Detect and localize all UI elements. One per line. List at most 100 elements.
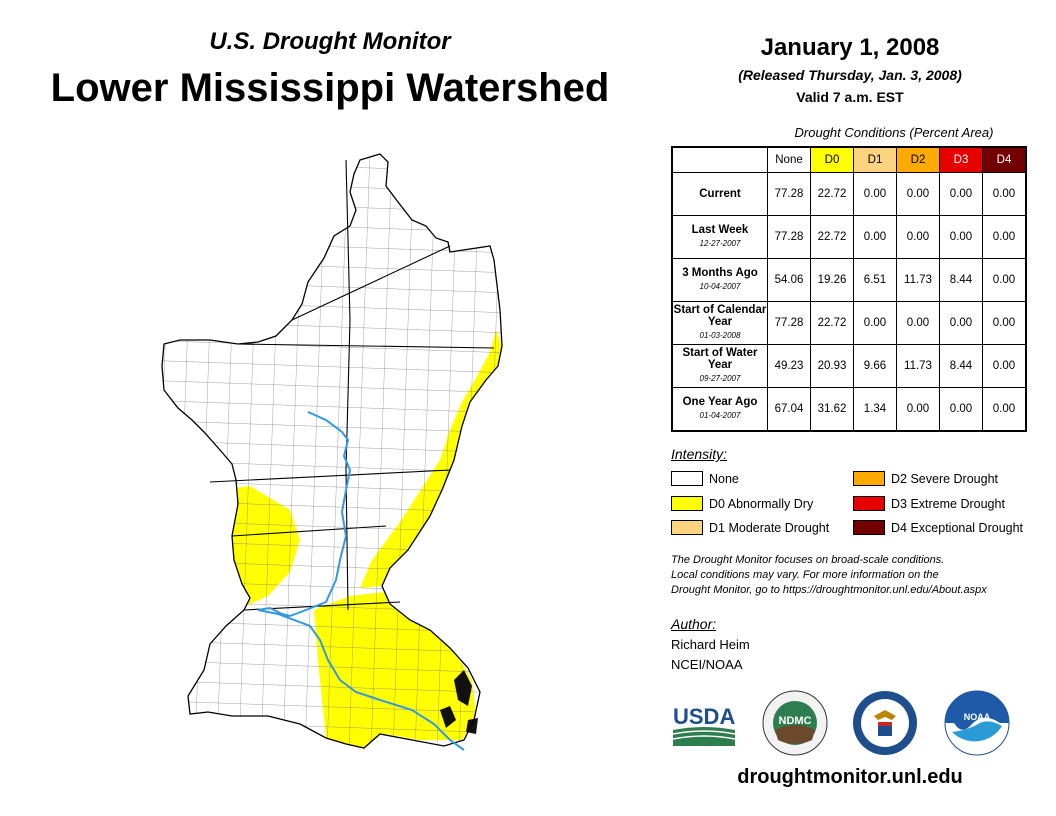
table-cell: 0.00 <box>982 301 1027 345</box>
row-date: 09-27-2007 <box>699 374 741 383</box>
table-row: Last Week 12-27-2007 77.28 22.72 0.00 0.00 0.0… <box>671 215 1027 259</box>
legend-label: D4 Exceptional Drought <box>891 520 1024 535</box>
usda-logo-icon: USDA <box>672 704 735 746</box>
legend-label: None <box>709 471 739 486</box>
table-cell: 0.00 <box>982 172 1027 216</box>
table-cell: 22.72 <box>810 301 854 345</box>
col-header-none: None <box>767 146 811 173</box>
table-cell: 0.00 <box>896 172 940 216</box>
table-cell: 22.72 <box>810 172 854 216</box>
author-title: Author: <box>671 616 717 632</box>
row-label-text: Start of Water Year <box>682 347 758 371</box>
table-cell: 8.44 <box>939 258 983 302</box>
col-header-d4: D4 <box>982 146 1027 173</box>
table-cell: 0.00 <box>853 301 897 345</box>
author-name: Richard Heim <box>671 637 750 652</box>
col-header-d3: D3 <box>939 146 983 173</box>
table-cell: 1.34 <box>853 387 897 432</box>
table-cell: 49.23 <box>767 344 811 388</box>
row-date: 01-03-2008 <box>699 331 741 340</box>
table-cell: 20.93 <box>810 344 854 388</box>
table-row: Start of Calendar Year 01-03-2008 77.28 22.… <box>671 301 1027 345</box>
table-cell: 0.00 <box>939 301 983 345</box>
author-org: NCEI/NOAA <box>671 657 743 672</box>
legend-item-d0: D0 Abnormally Dry <box>671 496 813 511</box>
table-row: One Year Ago 01-04-2007 67.04 31.62 1.34 0.00… <box>671 387 1027 432</box>
table-cell: 0.00 <box>982 215 1027 259</box>
table-cell: 77.28 <box>767 172 811 216</box>
table-cell: 8.44 <box>939 344 983 388</box>
table-cell: 9.66 <box>853 344 897 388</box>
legend-title: Intensity: <box>671 446 728 462</box>
row-label-text: 3 Months Ago <box>682 267 758 279</box>
legend-label: D2 Severe Drought <box>891 471 999 486</box>
row-label: Current <box>671 172 768 216</box>
legend-swatch <box>671 520 703 535</box>
legend-label: D0 Abnormally Dry <box>709 496 814 511</box>
map-subtitle: U.S. Drought Monitor <box>209 28 451 55</box>
legend-swatch <box>671 496 703 511</box>
valid-time: Valid 7 a.m. EST <box>796 89 904 105</box>
table-cell: 0.00 <box>853 215 897 259</box>
legend-item-none: None <box>671 471 739 486</box>
legend-swatch <box>853 471 885 486</box>
table-cell: 54.06 <box>767 258 811 302</box>
row-label: 3 Months Ago 10-04-2007 <box>671 258 768 302</box>
row-label: One Year Ago 01-04-2007 <box>671 387 768 432</box>
table-cell: 19.26 <box>810 258 854 302</box>
legend-swatch <box>671 471 703 486</box>
row-label-text: Last Week <box>691 224 749 236</box>
table-cell: 0.00 <box>982 387 1027 432</box>
noaa-logo-text: NOAA <box>964 712 991 722</box>
legend-item-d4: D4 Exceptional Drought <box>853 520 1023 535</box>
col-header-d0: D0 <box>810 146 854 173</box>
table-cell: 11.73 <box>896 344 940 388</box>
mississippi-river <box>257 411 465 751</box>
ndmc-logo-text: NDMC <box>779 715 812 727</box>
legend-swatch <box>853 520 885 535</box>
table-cell: 0.00 <box>939 387 983 432</box>
note-line: The Drought Monitor focuses on broad-sca… <box>671 554 945 566</box>
table-cell: 67.04 <box>767 387 811 432</box>
legend-item-d1: D1 Moderate Drought <box>671 520 829 535</box>
table-cell: 22.72 <box>810 215 854 259</box>
legend-label: D3 Extreme Drought <box>891 496 1005 511</box>
row-date: 01-04-2007 <box>699 411 741 420</box>
table-caption: Drought Conditions (Percent Area) <box>794 125 994 140</box>
table-row: Current 77.28 22.72 0.00 0.00 0.00 0.00 <box>671 172 1027 216</box>
noaa-logo-icon: NOAA <box>944 690 1010 756</box>
table-cell: 0.00 <box>939 215 983 259</box>
drought-stats-table: None D0 D1 D2 D3 D4 Current 77.28 22.72 0.0… <box>671 146 1027 432</box>
table-cell: 6.51 <box>853 258 897 302</box>
table-cell: 0.00 <box>982 258 1027 302</box>
table-cell: 77.28 <box>767 215 811 259</box>
website-link[interactable]: droughtmonitor.unl.edu <box>737 766 963 788</box>
row-label: Start of Water Year 09-27-2007 <box>671 344 768 388</box>
col-header-d2: D2 <box>896 146 940 173</box>
commerce-seal-icon <box>853 691 917 755</box>
map-title: Lower Mississippi Watershed <box>50 66 610 110</box>
disclaimer-note: The Drought Monitor focuses on broad-sca… <box>671 553 1041 598</box>
table-row: Start of Water Year 09-27-2007 49.23 20.93 9… <box>671 344 1027 388</box>
note-line: Drought Monitor, go to https://droughtmo… <box>671 584 987 596</box>
legend-swatch <box>853 496 885 511</box>
row-label-text: One Year Ago <box>682 396 758 408</box>
table-row: 3 Months Ago 10-04-2007 54.06 19.26 6.51 11.7… <box>671 258 1027 302</box>
watershed-map <box>161 153 503 751</box>
note-line: Local conditions may vary. For more info… <box>671 569 939 581</box>
table-cell: 77.28 <box>767 301 811 345</box>
col-header-d1: D1 <box>853 146 897 173</box>
table-cell: 0.00 <box>853 172 897 216</box>
row-date: 10-04-2007 <box>699 282 741 291</box>
table-cell: 0.00 <box>982 344 1027 388</box>
ndmc-logo-icon: NDMC <box>762 690 828 756</box>
table-corner <box>672 147 768 173</box>
row-label: Start of Calendar Year 01-03-2008 <box>671 301 768 345</box>
legend-item-d3: D3 Extreme Drought <box>853 496 1005 511</box>
row-label: Last Week 12-27-2007 <box>671 215 768 259</box>
legend-item-d2: D2 Severe Drought <box>853 471 998 486</box>
row-date: 12-27-2007 <box>699 239 741 248</box>
table-cell: 0.00 <box>939 172 983 216</box>
legend-label: D1 Moderate Drought <box>709 520 830 535</box>
table-cell: 31.62 <box>810 387 854 432</box>
